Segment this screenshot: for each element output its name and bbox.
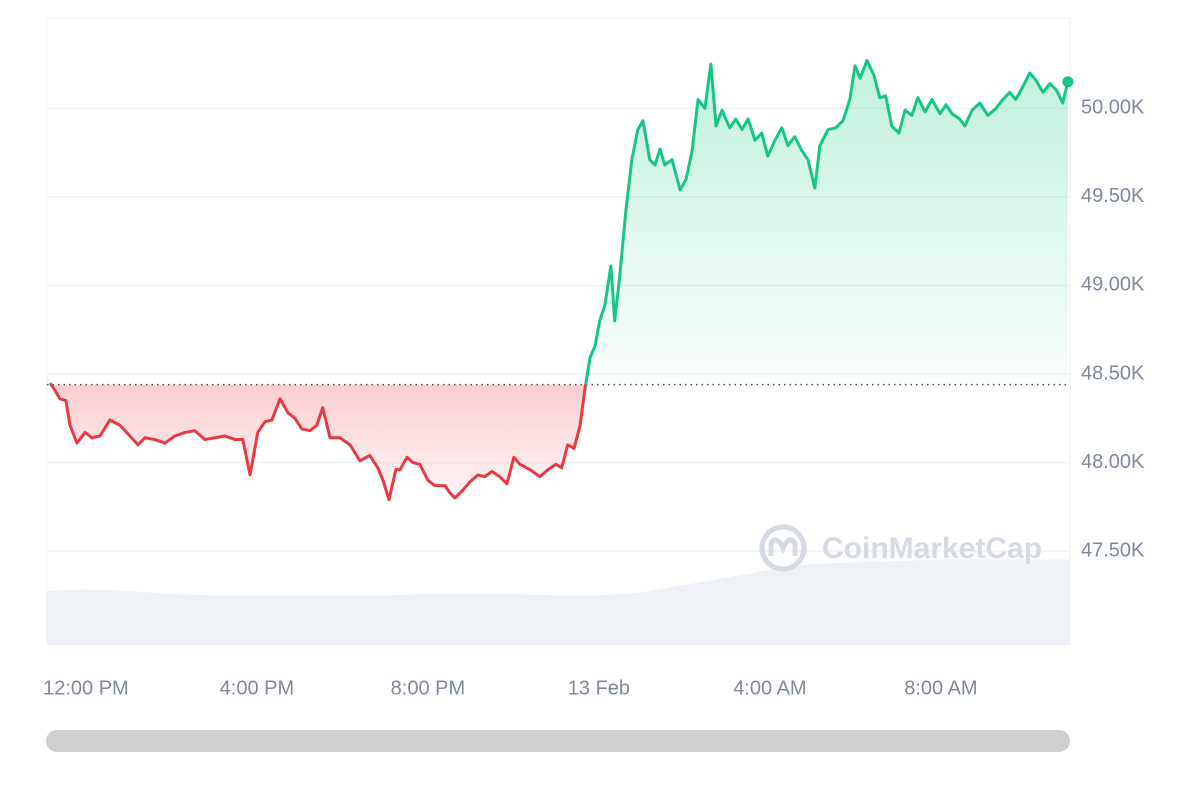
- scrollbar[interactable]: [46, 730, 1070, 752]
- y-tick-label: 49.50K: [1081, 185, 1145, 207]
- price-line: [48, 59, 1070, 502]
- x-tick-label: 4:00 AM: [733, 677, 806, 699]
- y-tick-label: 50.00K: [1081, 97, 1145, 119]
- x-tick-label: 8:00 AM: [904, 677, 977, 699]
- x-tick-label: 4:00 PM: [220, 677, 294, 699]
- watermark: CoinMarketCap: [822, 532, 1042, 565]
- y-tick-label: 48.50K: [1081, 362, 1145, 384]
- last-price-dot: [1062, 76, 1074, 88]
- x-tick-label: 12:00 PM: [43, 677, 129, 699]
- y-tick-label: 49.00K: [1081, 274, 1145, 296]
- y-tick-label: 47.50K: [1081, 539, 1145, 561]
- watermark-logo: [759, 524, 807, 572]
- volume-area: [47, 559, 1070, 645]
- x-tick-label: 8:00 PM: [391, 677, 465, 699]
- price-area: [49, 60, 1068, 500]
- y-tick-label: 48.00K: [1081, 451, 1145, 473]
- x-tick-label: 13 Feb: [568, 677, 630, 699]
